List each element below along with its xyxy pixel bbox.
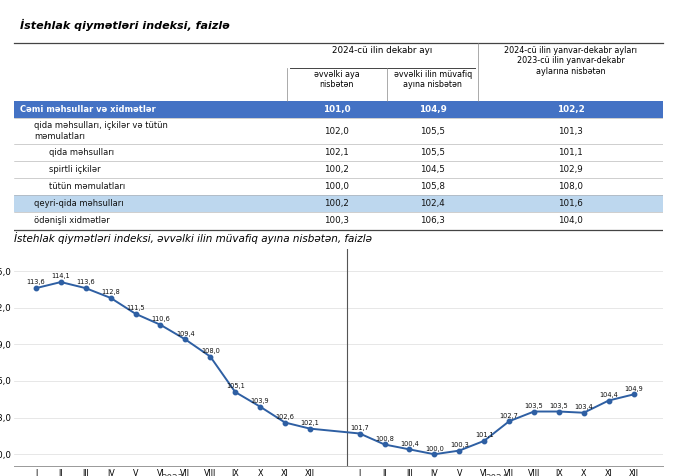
- Text: 103,5: 103,5: [525, 403, 544, 409]
- Text: 2024-cü ilin dekabr ayı: 2024-cü ilin dekabr ayı: [332, 46, 433, 55]
- Text: 108,0: 108,0: [201, 348, 220, 354]
- Text: 105,5: 105,5: [420, 148, 445, 157]
- Text: Cəmi məhsullar və xidmətlər: Cəmi məhsullar və xidmətlər: [20, 105, 156, 114]
- Text: qeyri-qida məhsulları: qeyri-qida məhsulları: [35, 199, 124, 208]
- Bar: [14, 178, 663, 195]
- Text: qida məhsulları: qida məhsulları: [49, 148, 114, 157]
- Text: 105,5: 105,5: [420, 127, 445, 136]
- Text: İstehlak qiymətləri indeksi, faizlə: İstehlak qiymətləri indeksi, faizlə: [20, 19, 230, 31]
- Text: 2024: 2024: [485, 475, 508, 476]
- Text: 2023: 2023: [162, 475, 184, 476]
- Text: 110,6: 110,6: [151, 316, 170, 322]
- Text: 102,7: 102,7: [500, 413, 519, 418]
- Text: 103,4: 103,4: [574, 404, 593, 410]
- Text: 101,1: 101,1: [559, 148, 583, 157]
- Text: 114,1: 114,1: [51, 273, 70, 279]
- Text: spirtli içkilər: spirtli içkilər: [49, 165, 100, 174]
- Text: 109,4: 109,4: [176, 331, 195, 337]
- Bar: [14, 212, 663, 229]
- Text: 111,5: 111,5: [126, 305, 145, 311]
- Text: 102,9: 102,9: [559, 165, 583, 174]
- Bar: [14, 144, 663, 161]
- Bar: [14, 101, 663, 119]
- Bar: [14, 161, 663, 178]
- Text: 100,3: 100,3: [324, 217, 349, 226]
- Text: 102,6: 102,6: [276, 414, 294, 420]
- Text: 113,6: 113,6: [77, 279, 95, 286]
- Text: 101,0: 101,0: [323, 105, 351, 114]
- Text: 112,8: 112,8: [102, 289, 120, 295]
- Text: 101,7: 101,7: [350, 425, 369, 431]
- Text: 104,9: 104,9: [419, 105, 447, 114]
- Text: 101,3: 101,3: [559, 127, 584, 136]
- Text: əvvəlki ilin müvafiq
ayına nisbətən: əvvəlki ilin müvafiq ayına nisbətən: [393, 69, 472, 89]
- Text: 2024-cü ilin yanvar-dekabr ayları
2023-cü ilin yanvar-dekabr
aylarına nisbətən: 2024-cü ilin yanvar-dekabr ayları 2023-c…: [504, 46, 637, 76]
- Text: 100,8: 100,8: [375, 436, 394, 442]
- Text: 102,1: 102,1: [324, 148, 349, 157]
- Text: əvvəlki aya
nisbətən: əvvəlki aya nisbətən: [314, 69, 359, 89]
- Text: tütün məmulatları: tütün məmulatları: [49, 182, 125, 191]
- Text: 103,5: 103,5: [550, 403, 568, 409]
- Text: 105,8: 105,8: [420, 182, 445, 191]
- Bar: [14, 195, 663, 212]
- Text: 101,6: 101,6: [559, 199, 583, 208]
- Text: 104,0: 104,0: [559, 217, 584, 226]
- Text: ödənişli xidmətlər: ödənişli xidmətlər: [35, 217, 110, 226]
- Text: 101,1: 101,1: [475, 432, 494, 438]
- Text: 104,9: 104,9: [624, 386, 643, 392]
- Text: 100,0: 100,0: [324, 182, 349, 191]
- Text: İstehlak qiymətləri indeksi, əvvəlki ilin müvafiq ayına nisbətən, faizlə: İstehlak qiymətləri indeksi, əvvəlki ili…: [14, 232, 372, 244]
- Text: 102,1: 102,1: [301, 420, 320, 426]
- Text: 102,0: 102,0: [324, 127, 349, 136]
- Text: 106,3: 106,3: [420, 217, 445, 226]
- Text: 104,4: 104,4: [599, 392, 618, 398]
- FancyBboxPatch shape: [14, 42, 663, 101]
- Text: 100,2: 100,2: [324, 199, 349, 208]
- Text: 103,9: 103,9: [250, 398, 269, 404]
- Text: qida məhsulları, içkilər və tütün
məmulatları: qida məhsulları, içkilər və tütün məmula…: [35, 121, 168, 141]
- Text: 105,1: 105,1: [226, 383, 244, 389]
- Text: 113,6: 113,6: [26, 279, 45, 286]
- Text: 100,0: 100,0: [425, 446, 444, 452]
- Text: 100,3: 100,3: [450, 442, 468, 448]
- Text: 108,0: 108,0: [559, 182, 584, 191]
- Text: 100,4: 100,4: [400, 441, 419, 446]
- Text: 102,2: 102,2: [557, 105, 585, 114]
- Text: 102,4: 102,4: [420, 199, 445, 208]
- Text: 104,5: 104,5: [420, 165, 445, 174]
- Text: 100,2: 100,2: [324, 165, 349, 174]
- Bar: [14, 119, 663, 144]
